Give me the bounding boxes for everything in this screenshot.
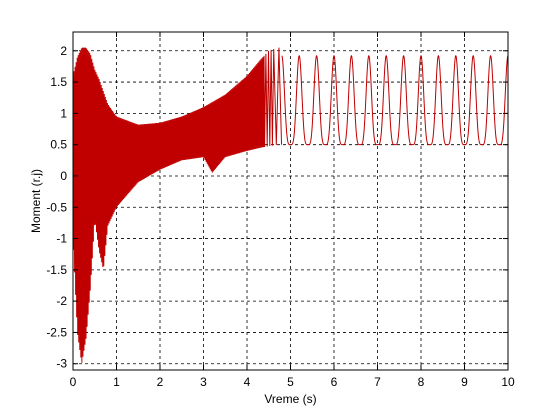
y-tick-label: -2.5 xyxy=(46,325,67,339)
x-tick-label: 9 xyxy=(461,375,468,389)
steady-state-oscillation xyxy=(281,55,509,146)
y-axis-label: Moment (r.j) xyxy=(29,169,43,233)
y-tick-label: -1 xyxy=(56,232,67,246)
y-tick-label: 1.5 xyxy=(50,75,67,89)
x-tick-label: 0 xyxy=(70,375,77,389)
y-tick-label: -1.5 xyxy=(46,263,67,277)
y-tick-label: 0 xyxy=(60,169,67,183)
x-tick-label: 2 xyxy=(157,375,164,389)
x-tick-labels: 0 1 2 3 4 5 6 7 8 9 10 xyxy=(70,375,515,389)
y-tick-labels: -3 -2.5 -2 -1.5 -1 -0.5 0 0.5 1 1.5 2 xyxy=(46,44,67,371)
y-tick-label: 0.5 xyxy=(50,138,67,152)
y-tick-label: -0.5 xyxy=(46,200,67,214)
x-tick-label: 5 xyxy=(287,375,294,389)
x-tick-label: 3 xyxy=(200,375,207,389)
axis-ticks xyxy=(72,32,509,370)
torque-series xyxy=(72,47,509,363)
x-axis-label: Vreme (s) xyxy=(264,392,316,406)
y-tick-label: 2 xyxy=(60,44,67,58)
x-tick-label: 6 xyxy=(331,375,338,389)
x-tick-label: 10 xyxy=(501,375,515,389)
y-tick-label: -3 xyxy=(56,357,67,371)
x-tick-label: 1 xyxy=(113,375,120,389)
y-tick-label: -2 xyxy=(56,294,67,308)
y-tick-label: 1 xyxy=(60,106,67,120)
x-tick-label: 8 xyxy=(418,375,425,389)
x-tick-label: 7 xyxy=(374,375,381,389)
x-tick-label: 4 xyxy=(244,375,251,389)
transient-oscillation xyxy=(72,47,283,363)
